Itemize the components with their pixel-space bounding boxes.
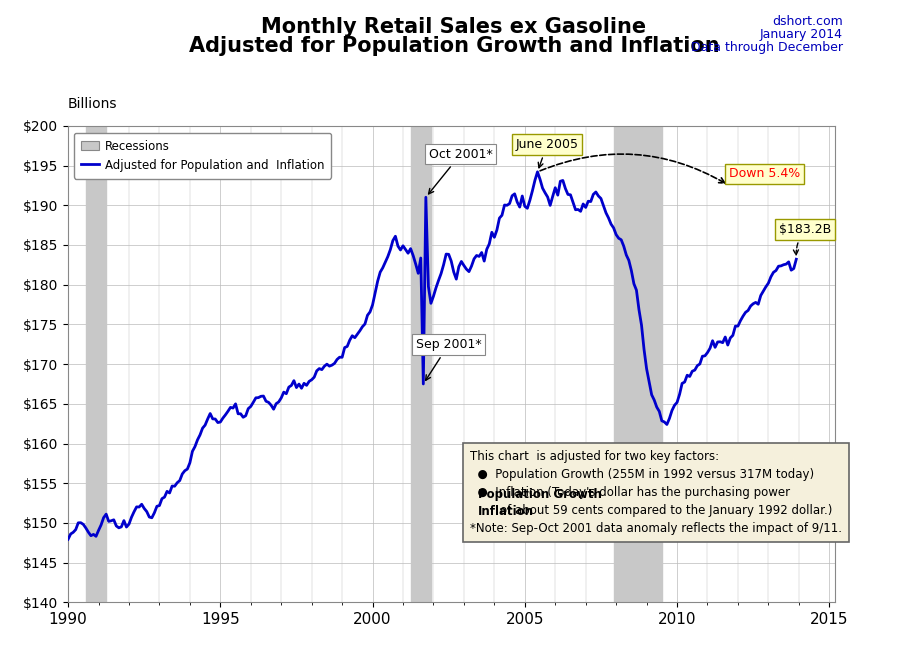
Legend: Recessions, Adjusted for Population and  Inflation: Recessions, Adjusted for Population and … <box>74 132 331 179</box>
Bar <box>86 126 106 602</box>
Text: This chart  is adjusted for two key factors:
  ●  Population Growth (255M in 199: This chart is adjusted for two key facto… <box>470 450 842 535</box>
Text: January 2014: January 2014 <box>760 28 843 41</box>
Text: dshort.com: dshort.com <box>772 15 843 28</box>
Text: Monthly Retail Sales ex Gasoline: Monthly Retail Sales ex Gasoline <box>262 17 646 36</box>
Text: $183.2B: $183.2B <box>779 223 832 255</box>
Text: Inflation: Inflation <box>479 505 534 518</box>
Text: Population Growth: Population Growth <box>479 488 602 501</box>
Bar <box>614 126 662 602</box>
Text: Billions: Billions <box>68 97 118 111</box>
Text: June 2005: June 2005 <box>516 138 578 167</box>
Text: Data through December: Data through December <box>691 41 843 54</box>
Text: Down 5.4%: Down 5.4% <box>729 167 800 181</box>
Text: Sep 2001*: Sep 2001* <box>416 338 481 380</box>
Text: Oct 2001*: Oct 2001* <box>429 148 493 194</box>
Bar <box>410 126 431 602</box>
Text: Adjusted for Population Growth and Inflation: Adjusted for Population Growth and Infla… <box>189 36 719 56</box>
